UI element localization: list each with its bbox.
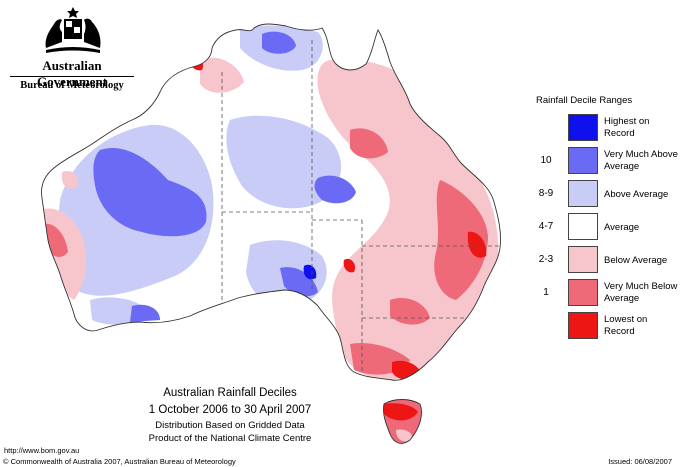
tasmania-coastline: [383, 399, 422, 444]
legend-item-highest-on-record: Highest on Record: [532, 114, 680, 143]
legend-swatch: [568, 213, 598, 240]
legend-swatch: [568, 246, 598, 273]
legend-swatch: [568, 312, 598, 339]
rainfall-deciles-map: [41, 23, 501, 444]
bom-branding: Australian Government Bureau of Meteorol…: [0, 0, 150, 100]
issued-date: Issued: 06/08/2007: [608, 457, 672, 466]
map-note-product: Product of the National Climate Centre: [148, 433, 312, 444]
legend-item-very-much-above-average: 10 Very Much Above Average: [532, 147, 680, 176]
mainland-coastline: [41, 23, 501, 381]
legend-swatch: [568, 147, 598, 174]
branding-divider: [10, 76, 134, 77]
legend-swatch: [568, 279, 598, 306]
legend-item-lowest-on-record: Lowest on Record: [532, 312, 680, 341]
legend-item-above-average: 8-9 Above Average: [532, 180, 680, 209]
government-name: Australian Government: [36, 58, 108, 89]
legend-item-average: 4-7 Average: [532, 213, 680, 242]
legend-title: Rainfall Decile Ranges: [536, 95, 633, 106]
tasmania: [383, 399, 422, 444]
legend-swatch: [568, 180, 598, 207]
legend-swatch: [568, 114, 598, 141]
bureau-name: Bureau of Meteorology: [20, 80, 124, 91]
map-note-gridded: Distribution Based on Gridded Data: [155, 420, 305, 431]
legend-item-below-average: 2-3 Below Average: [532, 246, 680, 275]
legend-item-very-much-below-average: 1 Very Much Below Average: [532, 279, 680, 308]
legend: Rainfall Decile Ranges Highest on Record…: [532, 92, 680, 342]
coat-of-arms-icon: [45, 7, 101, 53]
map-period: 1 October 2006 to 30 April 2007: [148, 404, 312, 416]
map-title: Australian Rainfall Deciles: [163, 387, 297, 399]
copyright-notice: © Commonwealth of Australia 2007, Austra…: [3, 457, 236, 466]
bom-website-link[interactable]: http://www.bom.gov.au: [4, 446, 80, 455]
